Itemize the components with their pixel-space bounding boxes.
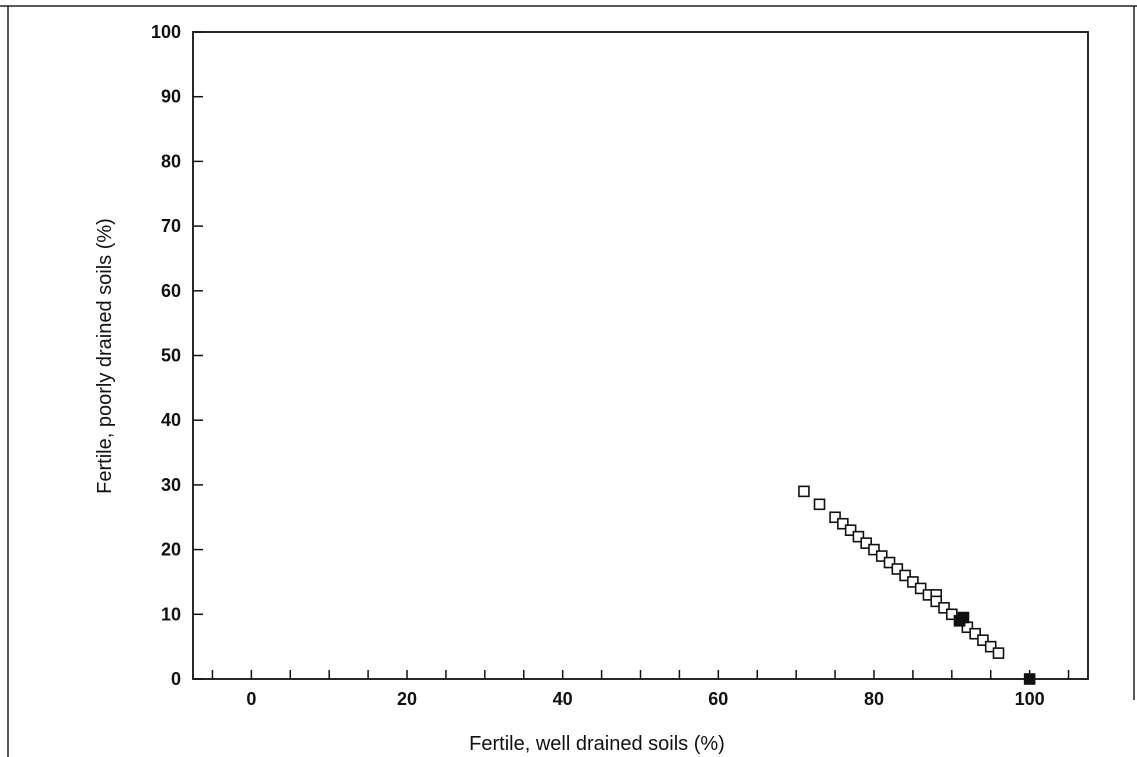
data-point-open	[946, 608, 958, 621]
data-point-open	[868, 543, 880, 556]
data-point-open	[837, 517, 849, 530]
data-point-open	[813, 498, 826, 511]
x-tick-label: 60	[708, 689, 728, 709]
y-tick-label: 80	[161, 151, 181, 171]
x-tick-label: 20	[397, 689, 417, 709]
y-tick-label: 20	[161, 540, 181, 560]
plot-area	[192, 31, 1089, 680]
x-tick-label: 80	[864, 689, 884, 709]
data-point-open	[860, 537, 872, 549]
y-axis-tick-labels: 0 10 20 30 40 50 60 70 80 90 100	[151, 22, 181, 689]
y-tick-label: 30	[161, 475, 181, 495]
data-point-open	[992, 647, 1005, 659]
data-point-filled	[957, 611, 970, 624]
y-tick-label: 50	[161, 346, 181, 366]
y-tick-label: 60	[161, 281, 181, 301]
data-point-open	[930, 595, 943, 608]
y-axis-title: Fertile, poorly drained soils (%)	[94, 218, 116, 494]
data-point-open	[938, 602, 950, 614]
data-point-open	[977, 634, 989, 646]
x-tick-label: 0	[246, 689, 256, 709]
x-tick-label: 100	[1015, 689, 1045, 709]
y-axis-ticks	[193, 31, 203, 680]
y-tick-label: 10	[161, 604, 181, 624]
data-point-open	[969, 627, 981, 640]
data-point-open	[852, 530, 865, 543]
y-tick-label: 70	[161, 216, 181, 236]
data-point-open	[829, 511, 841, 524]
data-point-open	[798, 485, 810, 498]
data-point-open	[914, 582, 927, 595]
y-tick-label: 40	[161, 410, 181, 430]
data-point-open	[984, 640, 997, 653]
data-point-open	[907, 576, 919, 588]
data-point-filled	[1023, 673, 1036, 685]
x-tick-label: 40	[553, 689, 573, 709]
data-point-open	[899, 569, 911, 582]
data-point-open	[875, 550, 888, 562]
data-point-open	[891, 563, 904, 575]
data-point-open	[883, 556, 896, 569]
y-tick-label: 100	[151, 22, 181, 42]
y-tick-label: 90	[161, 87, 181, 107]
x-axis-title: Fertile, well drained soils (%)	[469, 733, 725, 755]
y-tick-label: 0	[171, 669, 181, 689]
data-point-open	[844, 524, 857, 536]
x-axis-ticks	[211, 670, 1070, 679]
data-markers	[798, 485, 1036, 685]
x-axis-tick-labels: 0 20 40 60 80 100	[246, 689, 1044, 709]
